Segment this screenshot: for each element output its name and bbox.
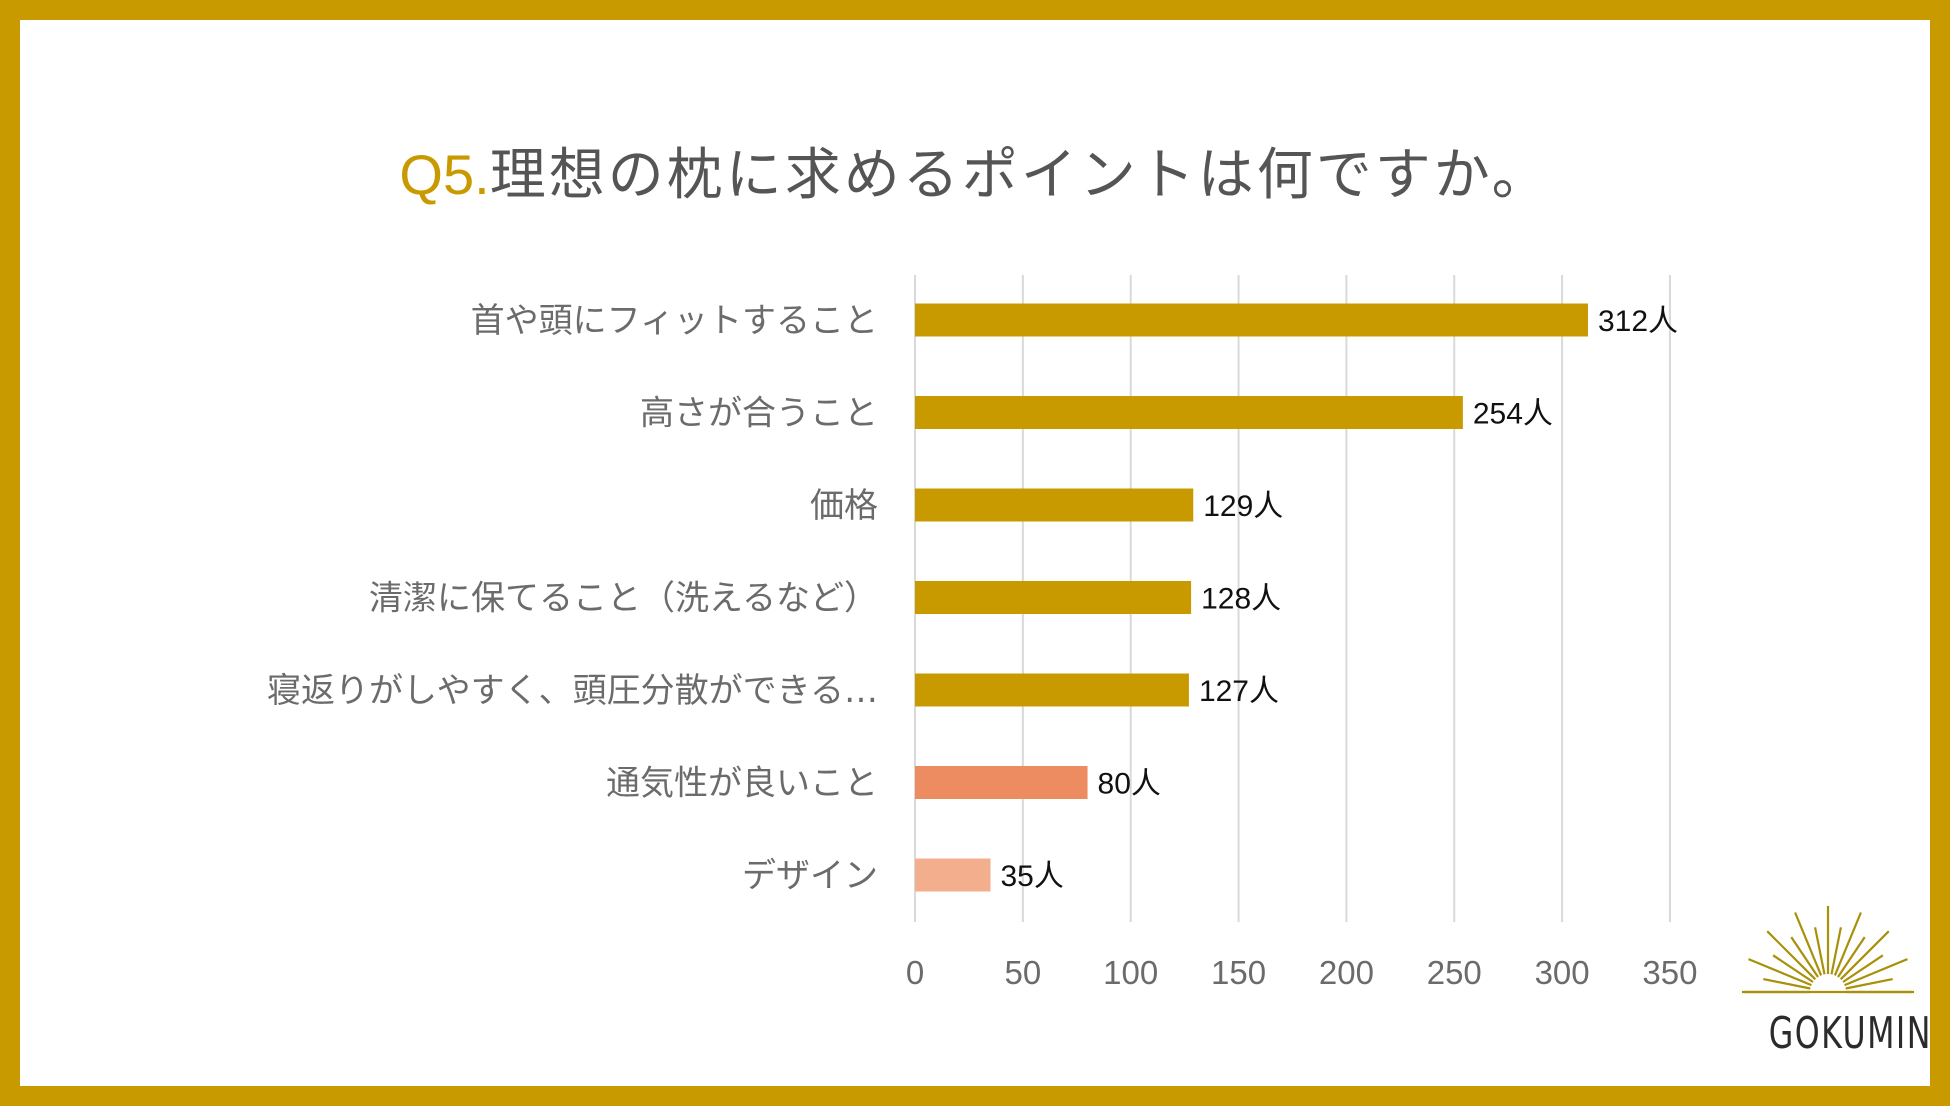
data-label: 35人 [1000,860,1063,893]
sun-ray [1748,958,1812,987]
sun-ray [1772,954,1814,983]
x-tick-label: 350 [1642,954,1697,991]
x-tick-label: 0 [906,954,924,991]
category-label: 通気性が良いこと [606,764,878,804]
sun-ray [1845,978,1893,990]
sun-ray [1794,912,1823,976]
bar [915,673,1189,707]
question-text: 理想の枕に求めるポイントは何ですか。 [489,143,1551,208]
sun-ray [1830,927,1842,975]
x-tick-label: 300 [1535,954,1590,991]
sun-ray [1790,936,1819,978]
bar [915,858,991,892]
x-tick-label: 200 [1319,954,1374,991]
data-label: 254人 [1473,398,1553,431]
x-tick-label: 50 [1004,954,1041,991]
sun-ray [1842,954,1884,983]
x-tick-label: 150 [1211,954,1266,991]
data-label: 80人 [1098,768,1161,801]
data-label: 127人 [1199,675,1279,708]
bar [915,581,1192,614]
bar [915,396,1463,429]
sun-ray [1837,936,1866,978]
chart-title: Q5.理想の枕に求めるポイントは何ですか。 [0,130,1950,211]
sun-ray [1839,930,1890,981]
brand-logo-text: GOKUMIN [1768,1008,1932,1059]
data-label: 128人 [1201,583,1281,616]
category-label: デザイン [742,856,878,896]
category-label: 清潔に保てること（洗えるなど） [369,579,878,619]
bar [915,766,1088,799]
x-tick-label: 250 [1427,954,1482,991]
category-label: 首や頭にフィットすること [471,301,878,341]
sun-ray [1763,978,1811,990]
category-label: 高さが合うこと [640,394,878,434]
x-tick-label: 100 [1103,954,1158,991]
sun-logo-icon [1742,906,1914,994]
sun-ray [1833,912,1862,976]
category-label: 寝返りがしやすく、頭圧分散ができる… [267,671,878,711]
sun-ray [1844,958,1908,987]
bar [915,488,1194,522]
data-label: 129人 [1203,490,1283,523]
sun-ray [1814,927,1826,975]
category-label: 価格 [810,486,878,526]
question-number: Q5. [399,143,490,206]
data-label: 312人 [1598,305,1678,338]
bar [915,303,1588,337]
sun-ray [1766,930,1817,981]
